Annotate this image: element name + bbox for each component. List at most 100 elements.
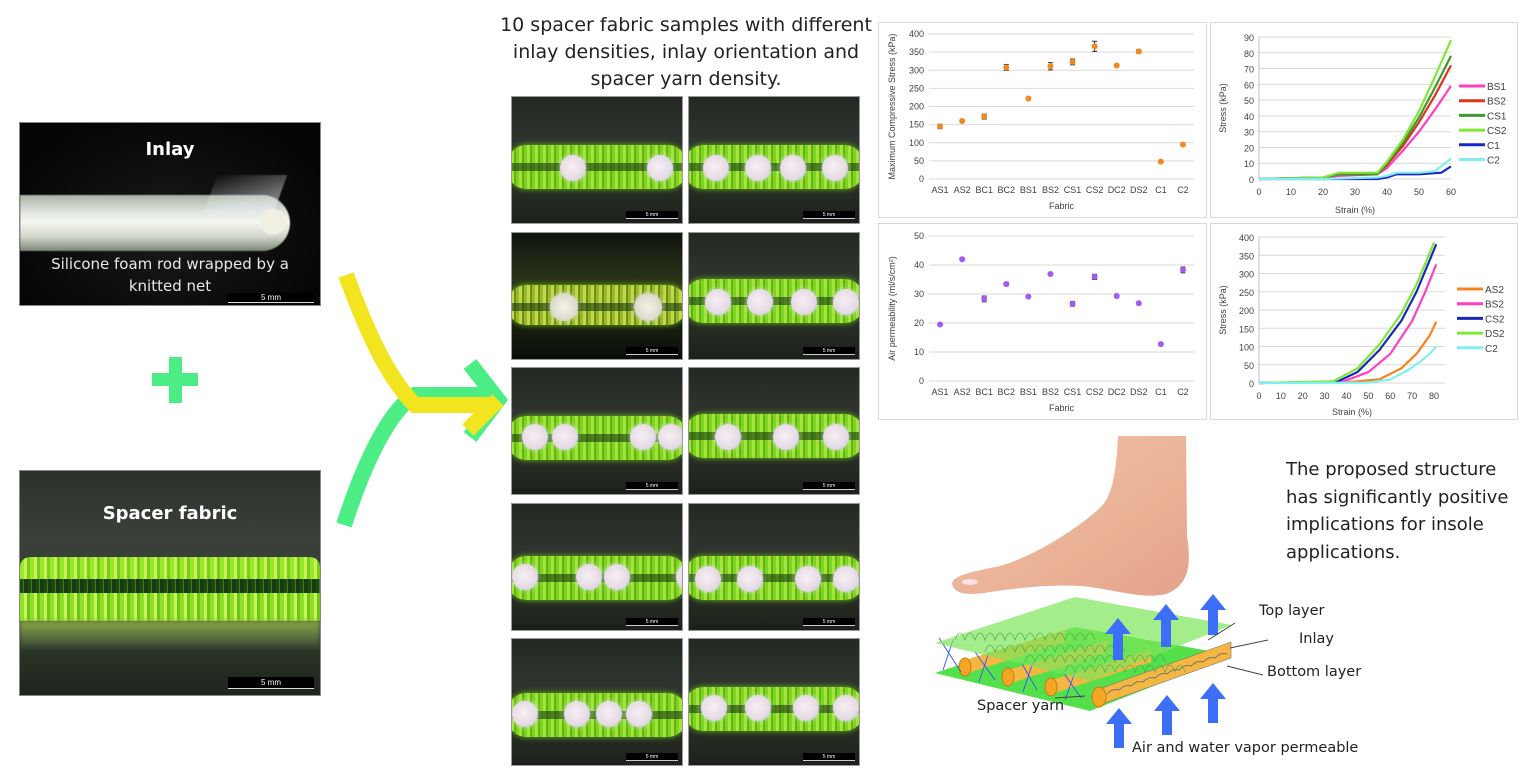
x-tick-label: BS1	[1020, 387, 1037, 397]
y-tick-label: 60	[1244, 80, 1254, 90]
series-line	[1258, 39, 1453, 181]
x-tick-label: 50	[1363, 391, 1373, 401]
conclusion-line2: has significantly positive	[1286, 486, 1509, 508]
data-point	[1047, 63, 1054, 70]
data-point	[1179, 266, 1186, 273]
y-tick-label: 200	[1239, 306, 1254, 316]
data-point	[1157, 341, 1164, 348]
x-tick-label: DS2	[1130, 387, 1148, 397]
y-tick-label: 40	[914, 260, 924, 270]
y-tick-label: 0	[919, 376, 924, 386]
y-axis-label: Maximum Compressive Stress (kPa)	[887, 33, 897, 179]
sample-photo: 5 mm	[511, 502, 683, 631]
sample-photo: 5 mm	[688, 367, 860, 495]
stress-strain-60-chart: 0 10 20 30 40 50 60 70 80 90 0 10 20 30 40 50 60 BS1 BS2 CS…	[1210, 22, 1518, 218]
data-point	[959, 256, 966, 263]
y-tick-label: 100	[1239, 343, 1254, 353]
data-point	[981, 113, 988, 120]
scale-bar: 5 mm	[803, 346, 855, 355]
x-tick-label: DC2	[1108, 185, 1126, 195]
conclusion-text: The proposed structure has significantly…	[1286, 456, 1526, 566]
x-tick-label: 30	[1350, 187, 1360, 197]
scale-bar: 5 mm	[803, 482, 855, 490]
legend-label: C2	[1487, 156, 1500, 167]
y-tick-label: 250	[1239, 288, 1254, 298]
x-tick-label: 0	[1256, 391, 1261, 401]
data-point	[937, 123, 944, 130]
legend-label: BS2	[1485, 300, 1504, 311]
label-spacer-yarn: Spacer yarn	[977, 698, 1065, 714]
data-point	[1025, 95, 1032, 102]
data-point	[1003, 64, 1010, 71]
data-point	[1091, 43, 1098, 50]
y-tick-label: 250	[909, 83, 924, 93]
legend-label: BS1	[1487, 82, 1506, 93]
sample-photo: 5 mm	[511, 96, 683, 224]
samples-title-line2: inlay densities, inlay orientation and	[512, 41, 860, 63]
data-point	[1179, 141, 1186, 148]
sample-photo: 5 mm	[511, 367, 683, 495]
scale-bar: 5 mm	[803, 211, 855, 219]
y-tick-label: 40	[1244, 112, 1254, 122]
fabric-top-layer	[20, 557, 320, 581]
y-tick-label: 350	[1239, 251, 1254, 261]
legend-label: CS2	[1487, 126, 1507, 137]
sample-photo-grid: 5 mm 5 mm 5 mm 5 mm 5 mm 5 mm 5 mm	[511, 96, 861, 766]
y-tick-label: 30	[914, 289, 924, 299]
scale-bar: 5 mm	[626, 211, 678, 219]
x-tick-label: 70	[1407, 391, 1417, 401]
x-tick-label: C1	[1155, 387, 1167, 397]
data-point	[1113, 62, 1120, 69]
x-tick-label: BS1	[1020, 185, 1037, 195]
series-line	[1258, 243, 1438, 385]
sample-photo: 5 mm	[688, 502, 860, 631]
inlay-caption-line1: Silicone foam rod wrapped by a	[51, 255, 289, 273]
data-point	[1003, 281, 1010, 288]
series-line	[1258, 242, 1436, 385]
merge-arrow-icon	[336, 272, 509, 528]
samples-title-line1: 10 spacer fabric samples with different	[500, 14, 872, 36]
legend-label: DS2	[1485, 329, 1505, 340]
y-tick-label: 200	[909, 102, 924, 112]
legend-label: CS1	[1487, 111, 1507, 122]
y-tick-label: 300	[909, 65, 924, 75]
x-tick-label: CS2	[1086, 185, 1104, 195]
data-point	[1157, 158, 1164, 165]
y-tick-label: 50	[1244, 96, 1254, 106]
conclusion-line3: implications for insole	[1286, 514, 1484, 535]
chart-svg: 0 50 100 150 200 250 300 350 400 AS1 AS2 BC1 BC2 BS1 B…	[887, 29, 1194, 211]
inlay-photo: Inlay Silicone foam rod wrapped by a kni…	[19, 122, 321, 306]
scale-bar: 5 mm	[626, 482, 678, 490]
sample-photo: 5 mm	[688, 231, 860, 360]
x-tick-label: BC1	[975, 387, 993, 397]
x-tick-label: 20	[1318, 187, 1328, 197]
y-tick-label: 400	[909, 29, 924, 39]
x-tick-label: 20	[1298, 391, 1308, 401]
conclusion-line1: The proposed structure	[1286, 459, 1497, 480]
legend-label: CS2	[1485, 314, 1505, 325]
x-tick-label: 60	[1385, 391, 1395, 401]
samples-title: 10 spacer fabric samples with different …	[500, 12, 872, 93]
y-tick-label: 90	[1244, 33, 1254, 43]
y-axis-label: Stress (kPa)	[1218, 83, 1228, 133]
data-point	[1069, 58, 1076, 65]
x-tick-label: 50	[1414, 187, 1424, 197]
scale-bar-label: 5 mm	[261, 678, 281, 687]
x-tick-label: C2	[1177, 387, 1189, 397]
max-compressive-stress-chart: 0 50 100 150 200 250 300 350 400 AS1 AS2 BC1 BC2 BS1 B…	[878, 22, 1207, 218]
y-tick-label: 0	[1249, 379, 1254, 389]
x-tick-label: BC2	[998, 185, 1016, 195]
y-axis-label: Air permeability (ml/s/cm²)	[887, 256, 897, 361]
air-permeability-chart: 0 10 20 30 40 50 AS1 AS2 BC1 BC2 BS1 BS2 CS1 CS2 DC2 DS…	[878, 223, 1207, 420]
chart-svg: 0 50 100 150 200 250 300 350 400 0 10 20 30 40 50 60 70 8…	[1218, 233, 1505, 417]
spacer-fabric-structure-diagram	[935, 594, 1269, 748]
y-tick-label: 100	[909, 138, 924, 148]
fabric-blur	[20, 621, 320, 651]
scale-bar: 5 mm	[228, 677, 314, 689]
y-axis-label: Stress (kPa)	[1218, 285, 1228, 335]
y-tick-label: 20	[914, 318, 924, 328]
x-axis-label: Strain (%)	[1332, 407, 1372, 417]
y-tick-label: 70	[1244, 65, 1254, 75]
data-point	[937, 321, 944, 328]
data-point	[1069, 300, 1076, 307]
